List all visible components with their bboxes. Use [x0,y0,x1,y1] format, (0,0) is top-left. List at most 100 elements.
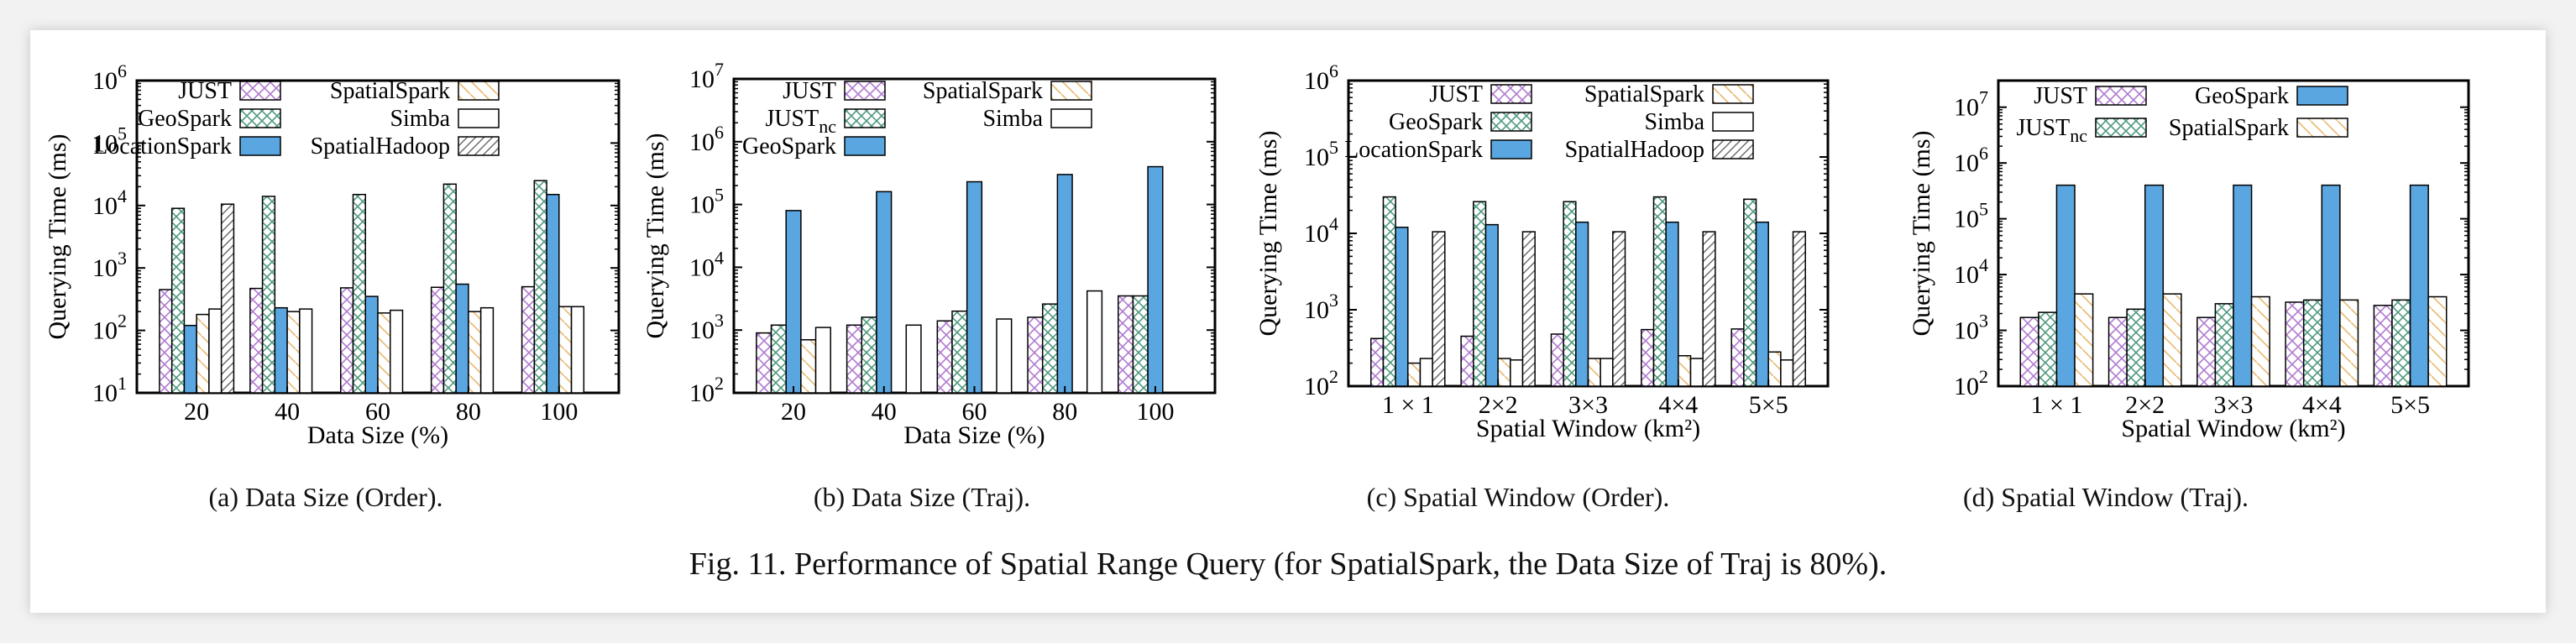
bar-just-nc [2214,303,2234,387]
legend-swatch-just [1490,84,1532,104]
legend-swatch-just [239,81,281,101]
y-tick-label: 106 [92,60,127,95]
bar-just [159,289,173,394]
legend-label-geospark: GeoSpark [1389,109,1483,135]
legend-swatch-spatialspark [1712,84,1754,104]
bar-just [2285,301,2305,387]
y-tick-label: 101 [92,373,127,407]
x-tick-label: 20 [781,398,806,426]
legend-label-spatialspark: SpatialSpark [330,78,450,104]
bar-just-nc [1041,303,1059,394]
y-tick-label: 104 [689,247,724,281]
legend-label-geospark: GeoSpark [742,133,836,159]
charts-root: 101 102 103 104 105 106 Querying Time (ms) 20 40… [44,59,2470,449]
legend-label-simba: Simba [1644,109,1704,135]
caption-b: (b) Data Size (Traj). [813,482,1031,512]
x-tick-label: 1 × 1 [1382,391,1434,419]
legend-swatch-spatialhadoop [1712,139,1754,159]
y-tick-label: 102 [689,373,724,407]
x-tick-label: 5×5 [1749,391,1788,419]
bar-geospark [1652,196,1667,387]
bar-simba [1689,358,1704,387]
bar-geospark [170,207,186,394]
x-axis-label: Data Size (%) [307,421,448,449]
bar-just [1730,328,1745,387]
legend-swatch-simba [1712,112,1754,132]
y-tick-label: 103 [1304,290,1338,324]
bar-spatialspark [1407,362,1422,387]
bar-simba [1086,290,1103,394]
x-tick-label: 40 [275,398,300,426]
bar-spatialspark [1767,351,1782,387]
bar-just-nc [2126,308,2146,387]
legend-swatch-spatialspark [458,81,500,101]
legend-label-just: JUST [1429,81,1483,107]
bar-just [2107,316,2128,387]
bar-just [2196,316,2217,387]
bar-simba [1780,359,1794,387]
bar-geospark [2409,184,2429,387]
legend-label-just: JUST [2034,83,2087,109]
bar-spatialspark [1678,355,1692,387]
bar-locationspark [1665,221,1679,387]
x-tick-label: 20 [184,398,209,426]
x-tick-label: 60 [365,398,390,426]
y-tick-label: 105 [689,185,724,219]
bar-just [1118,295,1134,394]
bar-spatialhadoop [220,203,235,394]
bar-spatialhadoop [1521,231,1536,387]
x-tick-label: 100 [1136,398,1174,426]
bar-simba [389,309,404,394]
y-tick-label: 102 [1954,366,1988,400]
legend-swatch-locationspark [1490,139,1532,159]
bar-just [521,285,536,394]
bar-geospark [1743,198,1757,387]
bar-geospark [876,191,893,394]
legend-label-geospark: GeoSpark [2195,83,2289,109]
legend-swatch-spatialhadoop [458,136,500,156]
bar-geospark [966,180,983,394]
y-tick-label: 105 [1954,199,1988,233]
legend-swatch-simba [458,108,500,128]
bar-just-nc [2038,311,2058,387]
bar-just-nc [770,324,787,394]
legend-swatch-geospark [2296,86,2348,106]
x-tick-label: 60 [962,398,987,426]
y-tick-label: 107 [689,59,724,93]
bar-geospark [785,210,802,394]
legend-swatch-geospark [844,136,886,156]
bar-spatialspark [1587,358,1601,387]
bar-geospark [1473,201,1487,387]
caption-d: (d) Spatial Window (Traj). [1962,482,2249,512]
y-tick-label: 104 [1954,254,1988,289]
bar-spatialspark [2162,293,2182,387]
bar-locationspark [1484,223,1499,387]
chart-b: 102 103 104 105 106 107 Querying Time (ms) 20 40… [641,59,1217,449]
bar-simba [814,327,831,394]
y-tick-label: 103 [689,310,724,344]
caption-c: (c) Spatial Window (Order). [1366,482,1670,512]
legend-swatch-geospark [239,108,281,128]
legend-label-spatialspark: SpatialSpark [2169,115,2289,141]
legend-label-simba: Simba [390,106,450,132]
legend-label-just: JUST [178,78,232,104]
legend-swatch-simba [1050,108,1092,128]
chart-c: 102 103 104 105 106 Querying Time (ms) 1 × 1 2×… [1254,60,1830,442]
y-tick-label: 106 [1304,60,1338,95]
chart-d: 102 103 104 105 106 107 Querying Time (ms) 1 × … [1908,79,2470,442]
bar-spatialspark [1497,358,1511,387]
bar-geospark [1147,165,1164,394]
x-tick-label: 2×2 [2125,391,2165,419]
chart-a: 101 102 103 104 105 106 Querying Time (ms) 20 40… [44,60,620,449]
legend-swatch-just [844,81,886,101]
legend-label-spatialhadoop: SpatialHadoop [1565,137,1704,163]
bar-spatialspark [468,311,482,394]
x-tick-label: 2×2 [1479,391,1518,419]
bar-geospark [2233,184,2253,387]
bar-spatialspark [377,312,391,394]
bar-locationspark [546,193,560,394]
bar-geospark [2055,184,2076,387]
bar-simba [1600,358,1614,387]
bar-locationspark [455,283,469,394]
bar-spatialspark [800,339,817,394]
